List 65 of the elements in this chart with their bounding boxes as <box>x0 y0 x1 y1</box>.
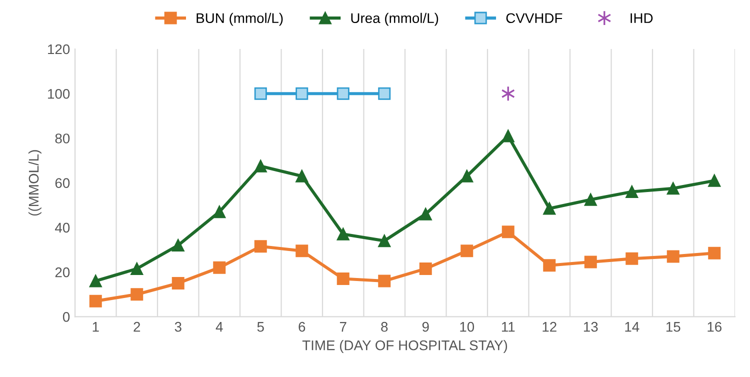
point <box>626 252 638 265</box>
point <box>172 239 184 252</box>
x-tick-label: 4 <box>216 322 223 332</box>
point <box>254 87 267 100</box>
point <box>502 130 514 142</box>
y-axis-title: ((MMOL/L) <box>28 150 42 216</box>
x-tick-label: 10 <box>460 322 474 332</box>
legend-label: CVVHDF <box>506 13 562 24</box>
y-tick-label: 80 <box>55 134 70 144</box>
point <box>666 250 680 263</box>
point <box>172 276 184 290</box>
point <box>378 234 391 248</box>
point <box>336 87 350 100</box>
y-tick-label: 0 <box>62 312 70 322</box>
x-tick-label: 13 <box>584 322 598 332</box>
y-tick-label: 20 <box>55 267 70 278</box>
x-tick-label: 9 <box>422 322 429 332</box>
point <box>666 182 680 195</box>
legend-label: BUN (mmol/L) <box>196 12 283 26</box>
point <box>460 244 474 258</box>
point <box>419 208 432 220</box>
point <box>130 288 144 301</box>
x-tick-label: 1 <box>92 322 99 332</box>
x-tick-label: 2 <box>134 322 140 332</box>
point <box>254 240 267 253</box>
point <box>378 87 391 100</box>
y-tick-label: 40 <box>55 222 70 233</box>
x-tick-label: 6 <box>298 322 306 332</box>
x-tick-label: 12 <box>542 322 556 332</box>
point <box>460 170 474 182</box>
x-tick-label: 7 <box>340 322 346 332</box>
point <box>213 261 226 274</box>
x-tick-label: 11 <box>502 322 515 332</box>
point <box>89 274 102 288</box>
x-tick-label: 16 <box>708 322 722 332</box>
x-tick-label: 15 <box>666 322 680 332</box>
x-tick-label: 3 <box>174 322 182 332</box>
point <box>626 186 638 198</box>
y-tick-label: 120 <box>48 44 70 54</box>
legend-label: IHD <box>630 13 653 23</box>
x-tick-label: 5 <box>257 322 264 332</box>
legend-label: Urea (mmol/L) <box>351 12 438 26</box>
point <box>296 170 308 182</box>
point <box>296 244 308 258</box>
point <box>708 174 721 187</box>
point <box>419 262 432 275</box>
point <box>336 228 350 240</box>
point <box>584 193 597 206</box>
point <box>336 272 350 286</box>
y-tick-label: 100 <box>48 88 70 99</box>
point <box>502 226 514 238</box>
x-tick-label: 14 <box>625 322 640 332</box>
point <box>254 160 267 172</box>
x-tick-label: 8 <box>381 322 388 332</box>
point <box>296 87 308 100</box>
point <box>543 202 556 215</box>
point <box>89 294 102 308</box>
point <box>378 274 391 288</box>
point <box>584 256 597 268</box>
x-axis-title: TIME (DAY OF HOSPITAL STAY) <box>302 340 508 353</box>
point <box>213 206 226 218</box>
point <box>708 246 721 260</box>
y-tick-label: 60 <box>55 178 70 188</box>
point <box>543 259 556 272</box>
point <box>130 262 144 275</box>
